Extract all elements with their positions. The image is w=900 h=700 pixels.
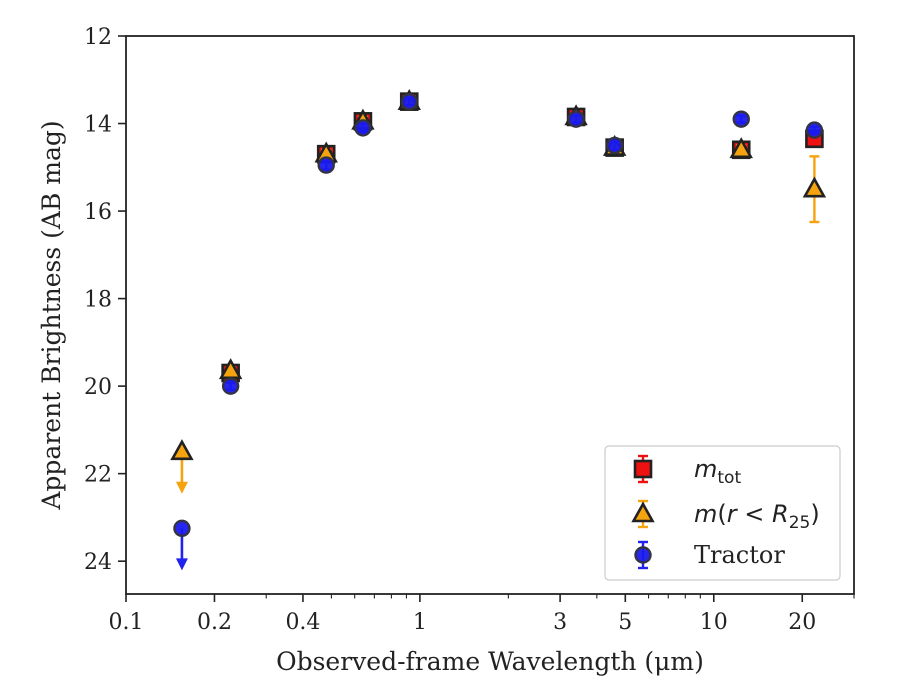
x-tick-label: 0.4: [285, 610, 320, 635]
x-axis-title: Observed-frame Wavelength (μm): [276, 647, 704, 676]
y-tick-label: 24: [84, 550, 112, 575]
ticks-layer: 0.1 0.2 0.4 1 3 5 10 20 12 14 16 18 20 22 24: [84, 25, 855, 635]
legend-label-mr25: m(r < R25): [694, 500, 820, 533]
tractor-marker: [400, 92, 418, 111]
tractor-marker: [173, 519, 191, 538]
mr25-marker: [729, 137, 753, 159]
legend-mr25-marker: [631, 501, 655, 523]
tractor-marker: [317, 156, 335, 174]
x-tick-label: 0.1: [109, 610, 144, 635]
mr25-marker: [170, 439, 194, 461]
x-tick-label: 1: [413, 610, 427, 635]
legend-label-mtot: mtot: [694, 455, 741, 488]
tractor-limit-arrow: [175, 558, 188, 571]
tractor-marker: [805, 121, 824, 139]
legend-label-tractor: Tractor: [694, 541, 785, 569]
y-tick-label: 14: [84, 113, 112, 138]
mr25-marker: [802, 176, 827, 198]
y-tick-label: 20: [84, 375, 112, 400]
x-tick-label: 10: [700, 610, 728, 635]
y-tick-label: 16: [84, 200, 112, 225]
plot-frame: [125, 35, 855, 595]
tractor-marker: [221, 377, 240, 395]
x-tick-label: 0.2: [197, 610, 232, 635]
x-tick-label: 5: [618, 610, 632, 635]
tractor-marker: [567, 110, 585, 128]
y-tick-label: 22: [84, 463, 112, 488]
legend: mtot m(r < R25) Tractor: [604, 445, 841, 581]
legend-tractor-marker: [634, 546, 652, 564]
y-tick-label: 12: [84, 25, 112, 50]
tractor-marker: [732, 110, 750, 128]
mr25-limit-arrow: [175, 481, 188, 494]
legend-mtot-marker: [633, 459, 653, 479]
legend-symbols: [631, 454, 655, 570]
marks-layer: [170, 88, 827, 571]
x-tick-label: 20: [788, 610, 816, 635]
legend-box: [604, 445, 841, 581]
tractor-marker: [354, 119, 372, 137]
y-axis-title: Apparent Brightness (AB mag): [37, 120, 66, 510]
tractor-marker: [605, 136, 624, 155]
x-tick-label: 3: [553, 610, 567, 635]
y-tick-label: 18: [84, 288, 112, 313]
